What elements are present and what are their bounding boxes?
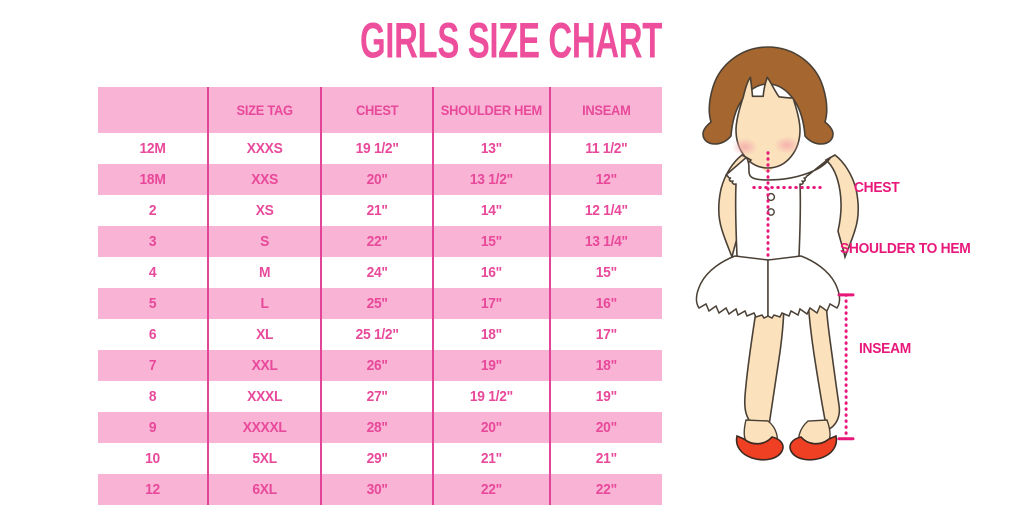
svg-text:SHOULDER TO HEM: SHOULDER TO HEM (840, 241, 971, 258)
svg-text:CHEST: CHEST (854, 180, 900, 197)
svg-text:INSEAM: INSEAM (859, 341, 911, 358)
